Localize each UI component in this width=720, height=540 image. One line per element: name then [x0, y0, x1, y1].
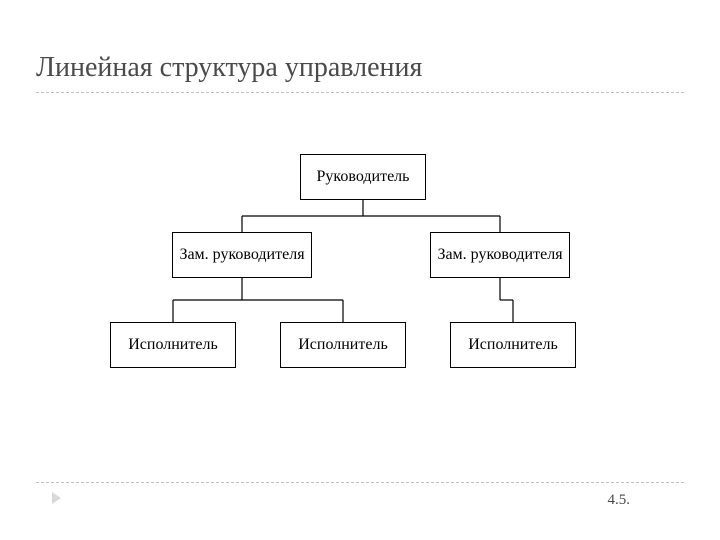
org-node-root: Руководитель — [300, 154, 426, 200]
org-node-exec1: Исполнитель — [110, 322, 236, 368]
org-node-exec2: Исполнитель — [280, 322, 406, 368]
page-title: Линейная структура управления — [36, 52, 422, 84]
footer-marker-icon — [52, 492, 61, 504]
org-node-dep2: Зам. руководителя — [430, 232, 570, 278]
slide: Линейная структура управления 4.5. Руков… — [0, 0, 720, 540]
org-node-dep1: Зам. руководителя — [172, 232, 312, 278]
footer-line — [36, 482, 684, 483]
title-underline — [36, 92, 684, 93]
org-node-exec3: Исполнитель — [450, 322, 576, 368]
page-number: 4.5. — [608, 492, 631, 509]
